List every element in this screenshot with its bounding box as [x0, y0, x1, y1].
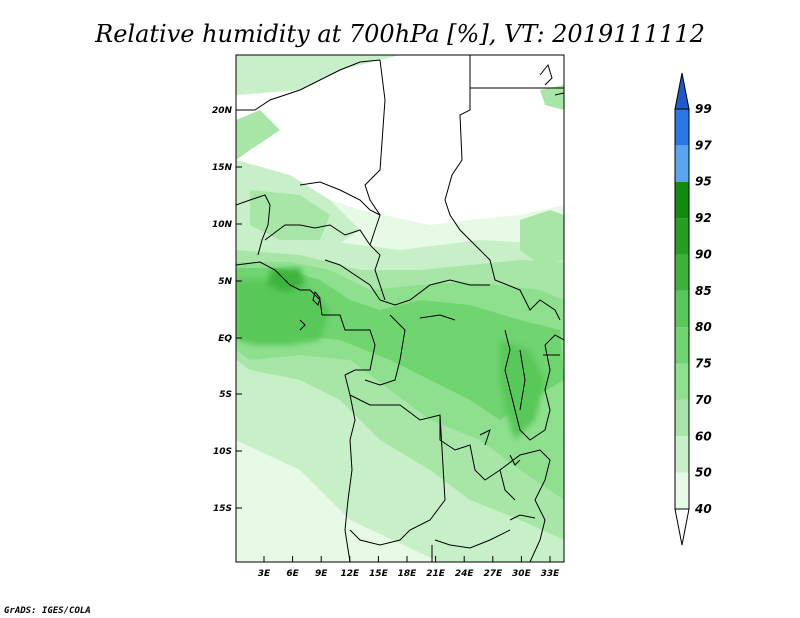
colorbar-segment — [675, 472, 689, 509]
colorbar-segment — [675, 145, 689, 182]
lat-label: EQ — [218, 334, 232, 344]
lon-label: 21E — [426, 569, 446, 579]
humidity-shading — [236, 55, 564, 562]
map-frame — [235, 54, 565, 563]
lat-label: 5N — [218, 277, 232, 287]
colorbar-label: 50 — [695, 466, 712, 480]
map-title: Relative humidity at 700hPa [%], VT: 201… — [94, 20, 705, 48]
lat-label: 20N — [212, 106, 233, 116]
colorbar-label: 97 — [695, 138, 712, 152]
colorbar-label: 85 — [695, 284, 712, 298]
lon-label: 33E — [541, 569, 561, 579]
country-borders — [236, 55, 564, 562]
colorbar-label: 95 — [695, 175, 712, 189]
colorbar-under-arrow — [674, 508, 690, 546]
lat-label: 15S — [213, 504, 232, 514]
colorbar-segment — [675, 181, 689, 219]
colorbar-segment — [675, 290, 689, 328]
lon-label: 30E — [512, 569, 532, 579]
lat-label: 15N — [212, 163, 233, 173]
map-panel: 20N 15N 10N 5N EQ 5S 10S 15S 3E 6E 9E 12E 15E 18E 21E… — [212, 54, 565, 579]
colorbar-segment — [675, 254, 689, 291]
lat-label: 10S — [213, 447, 232, 457]
lon-label: 12E — [340, 569, 360, 579]
colorbar-label: 92 — [695, 211, 712, 225]
colorbar-label: 40 — [694, 502, 712, 516]
grads-credit: GrADS: IGES/COLA — [4, 606, 91, 616]
colorbar-label: 70 — [695, 393, 712, 407]
colorbar-label: 80 — [695, 320, 712, 334]
colorbar-segment — [675, 327, 689, 364]
colorbar-segment — [675, 436, 689, 473]
colorbar-segment — [675, 109, 689, 146]
lon-label: 15E — [369, 569, 389, 579]
colorbar: 40 50 60 70 75 80 85 90 92 95 97 99 — [674, 72, 712, 546]
lon-label: 27E — [483, 569, 503, 579]
colorbar-segment — [675, 399, 689, 437]
colorbar-over-arrow — [674, 72, 690, 110]
lon-label: 6E — [286, 569, 299, 579]
colorbar-label: 99 — [695, 102, 712, 116]
latitude-axis: 20N 15N 10N 5N EQ 5S 10S 15S — [212, 106, 242, 514]
colorbar-segment — [675, 218, 689, 255]
colorbar-segment — [675, 363, 689, 400]
lat-label: 5S — [219, 390, 232, 400]
colorbar-label: 60 — [695, 429, 712, 443]
lon-label: 18E — [398, 569, 418, 579]
lon-label: 9E — [315, 569, 328, 579]
lon-label: 3E — [258, 569, 271, 579]
longitude-axis: 3E 6E 9E 12E 15E 18E 21E 24E 27E 30E 33E — [258, 556, 560, 579]
lat-label: 10N — [212, 220, 233, 230]
lon-label: 24E — [455, 569, 475, 579]
colorbar-frame — [674, 108, 690, 510]
colorbar-label: 90 — [695, 247, 712, 261]
colorbar-label: 75 — [695, 357, 712, 371]
